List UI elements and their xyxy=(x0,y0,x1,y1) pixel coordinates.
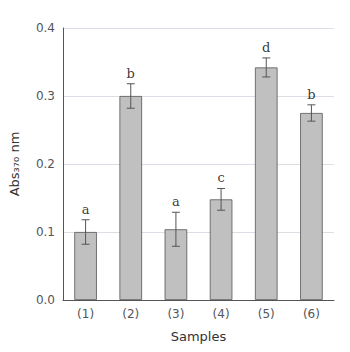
svg-text:(4): (4) xyxy=(213,307,230,321)
svg-text:Abs₃₇₀ nm: Abs₃₇₀ nm xyxy=(7,132,22,197)
svg-text:0.4: 0.4 xyxy=(36,21,55,35)
svg-text:0.3: 0.3 xyxy=(36,89,55,103)
svg-text:(1): (1) xyxy=(77,307,94,321)
svg-text:0.2: 0.2 xyxy=(36,157,55,171)
svg-text:(5): (5) xyxy=(258,307,275,321)
svg-text:Samples: Samples xyxy=(171,329,227,344)
svg-text:d: d xyxy=(262,40,270,55)
svg-text:a: a xyxy=(172,194,180,209)
svg-text:(2): (2) xyxy=(122,307,139,321)
svg-text:b: b xyxy=(127,66,135,81)
svg-text:b: b xyxy=(307,87,315,102)
svg-text:0.1: 0.1 xyxy=(36,225,55,239)
svg-text:a: a xyxy=(82,202,90,217)
svg-text:(6): (6) xyxy=(303,307,320,321)
svg-text:c: c xyxy=(217,170,224,185)
svg-text:(3): (3) xyxy=(167,307,184,321)
svg-text:0.0: 0.0 xyxy=(36,293,55,307)
